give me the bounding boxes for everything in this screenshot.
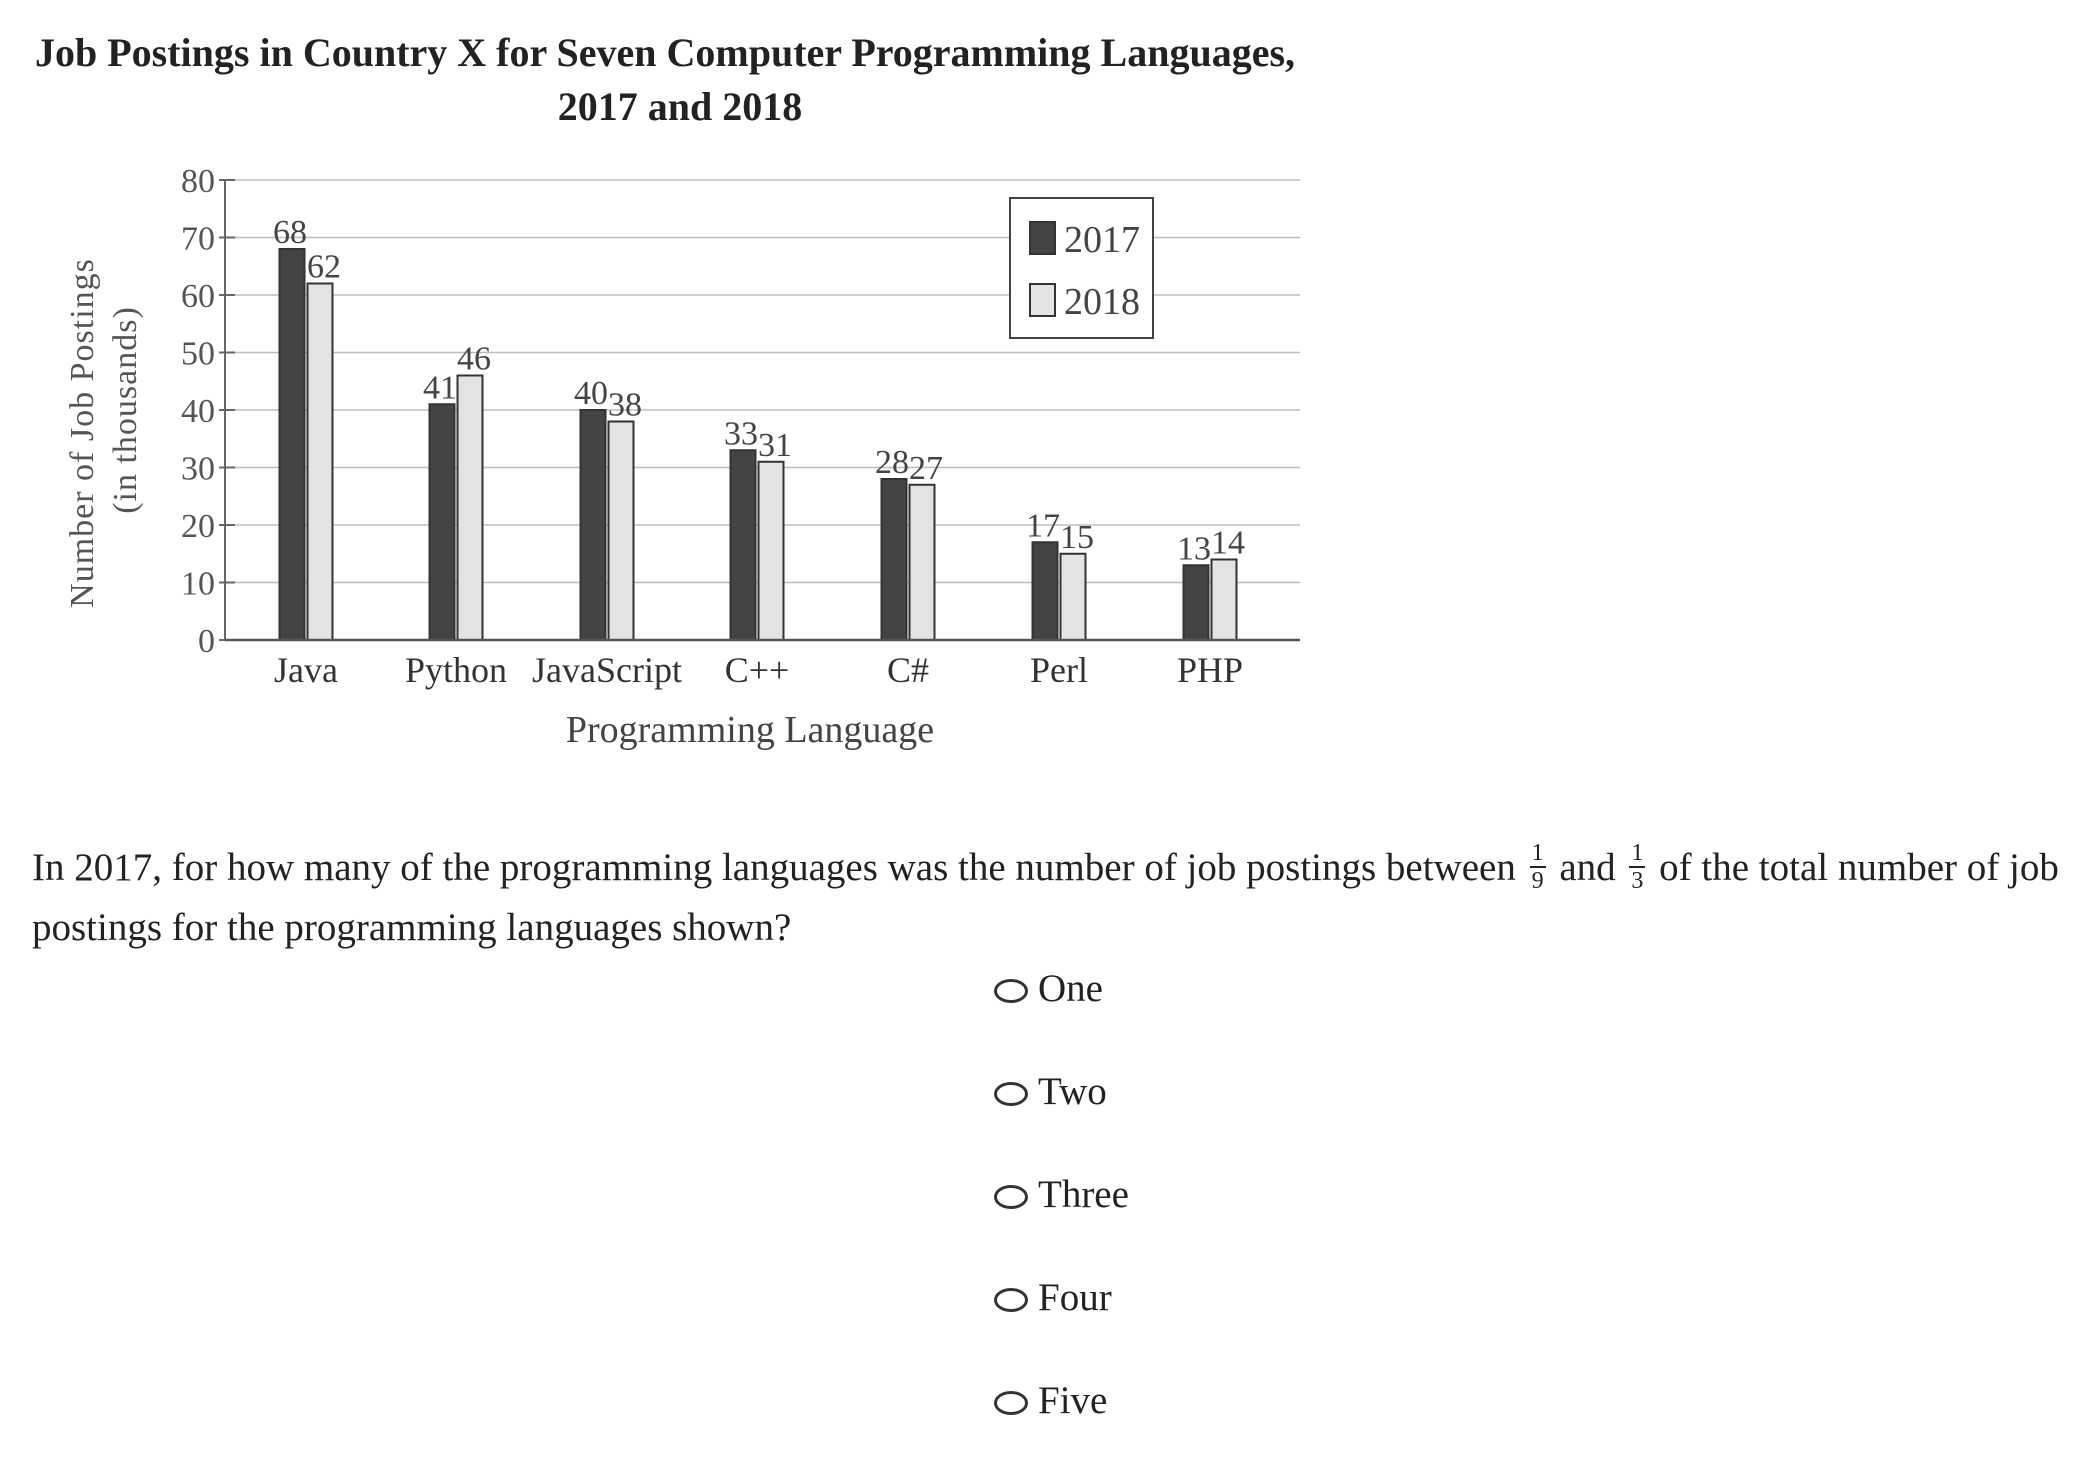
option-label: One	[1038, 966, 1103, 1010]
y-tick-label: 20	[181, 508, 215, 545]
y-tick-label: 70	[181, 221, 215, 258]
data-label: 13	[1177, 530, 1211, 567]
option-label: Two	[1038, 1069, 1107, 1113]
bar-c-2018	[908, 483, 936, 641]
x-tick-label: PHP	[1177, 650, 1243, 690]
bar-perl-2017	[1031, 541, 1059, 641]
legend-label: 2017	[1064, 219, 1140, 261]
data-label: 41	[423, 369, 457, 406]
x-axis: Java Python JavaScript C++ C# Perl PHP	[225, 638, 1300, 690]
question-part-2: of the total number of job postings for …	[32, 846, 2059, 949]
bar-python-2017	[428, 403, 456, 641]
question-and: and	[1559, 846, 1616, 889]
y-tick-label: 10	[181, 566, 215, 603]
radio-button-icon[interactable]	[994, 1082, 1028, 1106]
option-four[interactable]: Four	[994, 1267, 1129, 1327]
x-tick-label: C#	[887, 650, 929, 690]
bar-php-2018	[1210, 558, 1238, 641]
bar-javascript-2017	[579, 409, 607, 641]
data-label: 46	[457, 341, 491, 378]
data-label: 38	[608, 387, 642, 424]
option-label: Four	[1038, 1275, 1112, 1319]
x-tick-label: Perl	[1030, 650, 1088, 690]
bar-chart: Job Postings in Country X for Seven Comp…	[35, 30, 1300, 751]
radio-button-icon[interactable]	[994, 1288, 1028, 1312]
bar-php-2017	[1182, 564, 1210, 641]
data-label: 31	[758, 427, 792, 464]
fraction-numerator: 1	[1529, 840, 1546, 869]
chart-subtitle: 2017 and 2018	[558, 84, 803, 129]
question-part-1: In 2017, for how many of the programming…	[32, 846, 1516, 889]
radio-button-icon[interactable]	[994, 979, 1028, 1003]
chart-title: Job Postings in Country X for Seven Comp…	[35, 30, 1295, 75]
data-label: 17	[1026, 507, 1060, 544]
y-tick-label: 0	[198, 623, 215, 660]
y-tick-label: 40	[181, 393, 215, 430]
x-tick-label: JavaScript	[532, 650, 682, 690]
bar-python-2018	[456, 374, 484, 641]
radio-button-icon[interactable]	[994, 1391, 1028, 1415]
radio-button-icon[interactable]	[994, 1185, 1028, 1209]
x-tick-label: C++	[725, 650, 790, 690]
y-tick-label: 50	[181, 336, 215, 373]
data-label: 33	[724, 415, 758, 452]
fraction-numerator: 1	[1629, 840, 1646, 869]
answer-options: One Two Three Four Five	[994, 958, 1129, 1473]
option-three[interactable]: Three	[994, 1164, 1129, 1224]
y-axis-sublabel: (in thousands)	[107, 306, 144, 514]
bar-javascript-2018	[607, 420, 635, 641]
bar-c-2017	[729, 449, 757, 641]
option-label: Five	[1038, 1378, 1108, 1422]
bar-java-2017	[278, 248, 306, 641]
data-label: 15	[1060, 519, 1094, 556]
y-axis: 0 10 20 30 40 50 60 70 80	[181, 163, 235, 660]
option-one[interactable]: One	[994, 958, 1129, 1018]
legend: 2017 2018	[1009, 197, 1154, 339]
legend-swatch-2018	[1029, 283, 1056, 317]
legend-swatch-2017	[1029, 221, 1056, 255]
data-label: 28	[875, 444, 909, 481]
data-label: 68	[273, 214, 307, 251]
x-axis-label: Programming Language	[566, 709, 934, 751]
y-tick-label: 30	[181, 451, 215, 488]
bar-c-2017	[880, 478, 908, 641]
data-label: 27	[909, 450, 943, 487]
fraction-denominator: 3	[1631, 868, 1644, 895]
bar-perl-2018	[1059, 552, 1087, 641]
y-tick-label: 60	[181, 278, 215, 315]
option-label: Three	[1038, 1172, 1129, 1216]
data-label: 14	[1211, 525, 1245, 562]
data-label: 40	[574, 375, 608, 412]
legend-label: 2018	[1064, 281, 1140, 323]
x-tick-label: Java	[274, 650, 338, 690]
option-two[interactable]: Two	[994, 1061, 1129, 1121]
x-tick-label: Python	[405, 650, 507, 690]
option-five[interactable]: Five	[994, 1370, 1129, 1430]
question-text: In 2017, for how many of the programming…	[32, 838, 2072, 958]
y-axis-label: Number of Job Postings	[64, 258, 101, 608]
bar-c-2018	[757, 460, 785, 641]
y-tick-label: 80	[181, 163, 215, 200]
data-label: 62	[307, 249, 341, 286]
bar-java-2018	[306, 282, 334, 641]
fraction-denominator: 9	[1531, 868, 1544, 895]
